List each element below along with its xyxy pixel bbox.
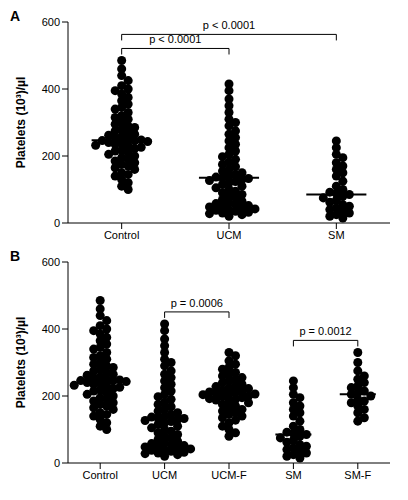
svg-text:400: 400 [42,323,60,335]
svg-text:Platelets (10³)/µl: Platelets (10³)/µl [14,317,28,409]
svg-text:400: 400 [42,83,60,95]
svg-text:p < 0.0001: p < 0.0001 [149,33,201,45]
html-text:B: B [10,248,21,264]
svg-text:p = 0.0012: p = 0.0012 [299,325,351,337]
svg-text:Control: Control [104,229,139,241]
svg-text:UCM: UCM [152,469,177,481]
svg-text:p = 0.0006: p = 0.0006 [171,297,223,309]
svg-text:600: 600 [42,16,60,28]
svg-text:SM-F: SM-F [344,469,371,481]
svg-text:Control: Control [82,469,117,481]
svg-text:SM: SM [328,229,345,241]
svg-text:200: 200 [42,390,60,402]
html-text:A: A [10,8,21,24]
svg-text:Platelets (10³)/µl: Platelets (10³)/µl [14,77,28,169]
svg-text:200: 200 [42,150,60,162]
svg-text:p < 0.0001: p < 0.0001 [203,19,255,31]
svg-text:0: 0 [54,217,60,229]
svg-text:UCM-F: UCM-F [211,469,247,481]
svg-text:UCM: UCM [216,229,241,241]
svg-text:600: 600 [42,256,60,268]
svg-text:SM: SM [285,469,302,481]
svg-text:0: 0 [54,457,60,469]
